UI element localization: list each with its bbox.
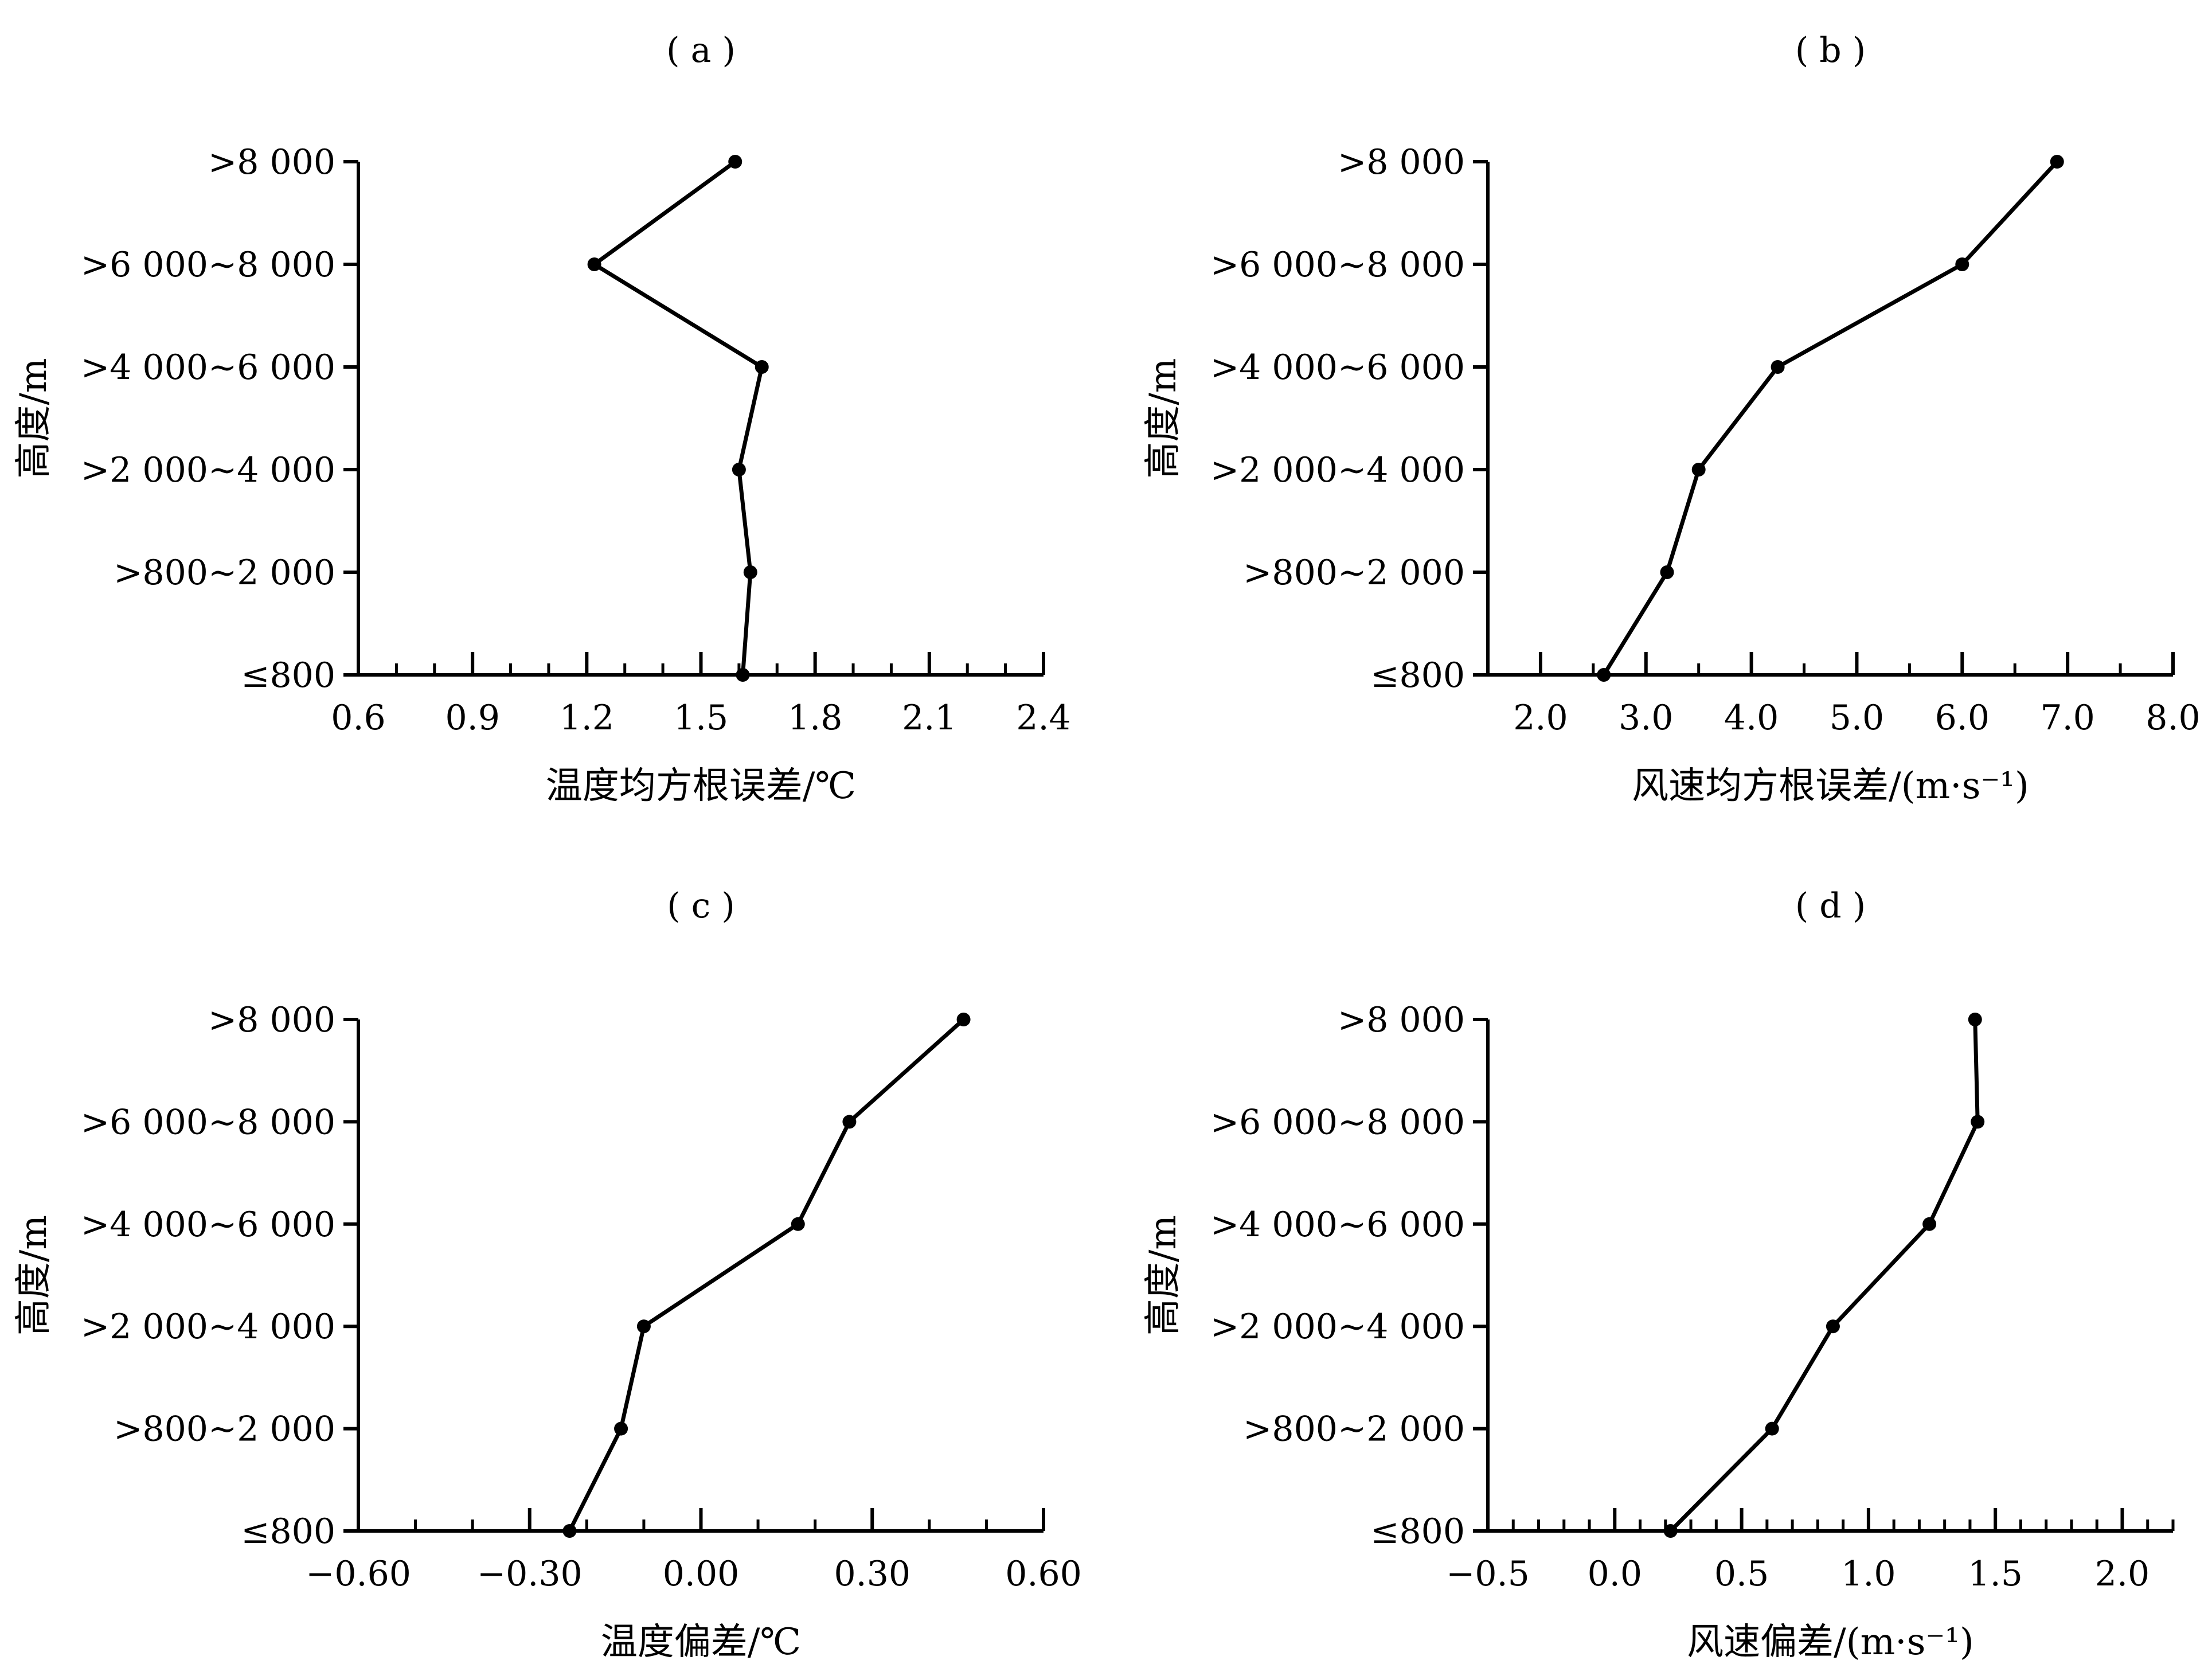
- y-axis-title: 高度/m: [1142, 1215, 1185, 1335]
- y-tick-label: >8 000: [208, 142, 335, 182]
- y-tick-label: >8 000: [1338, 1000, 1465, 1040]
- data-point: [755, 360, 769, 374]
- x-tick-label: 1.0: [1841, 1554, 1896, 1594]
- x-tick-label: 6.0: [1935, 698, 1990, 738]
- panel-label: ( d ): [1795, 886, 1866, 926]
- data-point: [728, 155, 742, 169]
- panel-label: ( a ): [666, 30, 736, 71]
- data-point: [1955, 257, 1969, 271]
- x-tick-label: 0.0: [1588, 1554, 1642, 1594]
- x-tick-label: 4.0: [1724, 698, 1779, 738]
- data-point: [587, 257, 601, 271]
- data-point: [614, 1421, 628, 1436]
- x-axis-title: 温度偏差/℃: [601, 1621, 801, 1663]
- y-tick-label: >800~2 000: [1243, 553, 1465, 593]
- data-point: [1691, 463, 1706, 476]
- data-point: [1765, 1421, 1779, 1436]
- y-tick-label: >6 000~8 000: [81, 1102, 335, 1142]
- x-tick-label: 0.30: [834, 1554, 910, 1594]
- panel-label: ( b ): [1795, 30, 1866, 71]
- data-point: [562, 1524, 577, 1538]
- data-point: [1971, 1115, 1985, 1129]
- data-point: [1771, 360, 1785, 374]
- x-tick-label: 1.8: [788, 698, 842, 738]
- x-tick-label: 2.4: [1016, 698, 1070, 738]
- x-tick-label: 0.00: [663, 1554, 740, 1594]
- x-tick-label: −0.60: [306, 1554, 411, 1594]
- y-tick-label: ≤800: [1370, 1511, 1465, 1552]
- y-tick-label: >8 000: [208, 1000, 335, 1040]
- y-tick-label: >2 000~4 000: [1210, 450, 1465, 490]
- y-tick-label: >4 000~6 000: [1210, 347, 1465, 388]
- y-tick-label: >6 000~8 000: [1210, 1102, 1465, 1142]
- x-axis-title: 温度均方根误差/℃: [546, 765, 856, 807]
- y-tick-label: >800~2 000: [1243, 1409, 1465, 1450]
- y-tick-label: ≤800: [241, 1511, 335, 1552]
- x-tick-label: 8.0: [2145, 698, 2200, 738]
- y-tick-label: >2 000~4 000: [81, 1307, 335, 1347]
- data-point: [1597, 668, 1611, 682]
- panel-b: ( b ) >8 000 >6 000~8 000 >4 000~6 000 >2 00…: [1142, 30, 2201, 807]
- x-axis-title: 风速偏差/(m·s⁻¹): [1687, 1621, 1974, 1663]
- data-point: [842, 1115, 857, 1129]
- x-tick-label: 0.9: [445, 698, 499, 738]
- series-line: [1602, 160, 2059, 676]
- x-tick-label: 1.5: [1968, 1554, 2022, 1594]
- x-tick-label: 3.0: [1619, 698, 1673, 738]
- data-point: [736, 668, 750, 682]
- panel-c: ( c ) >8 000 >6 000~8 000 >4 000~6 000 >2 00…: [13, 886, 1082, 1663]
- data-point: [956, 1013, 971, 1026]
- y-axis-title: 高度/m: [13, 358, 55, 478]
- series-line: [568, 1018, 965, 1532]
- x-tick-label: 7.0: [2040, 698, 2094, 738]
- y-axis-title: 高度/m: [13, 1215, 55, 1335]
- y-tick-label: >6 000~8 000: [1210, 245, 1465, 285]
- data-point: [1826, 1319, 1840, 1334]
- x-tick-label: −0.30: [477, 1554, 583, 1594]
- y-axis-title: 高度/m: [1142, 358, 1185, 478]
- x-tick-label: 0.6: [331, 698, 385, 738]
- x-tick-label: 0.60: [1005, 1554, 1082, 1594]
- data-point: [1922, 1217, 1937, 1231]
- x-tick-label: 1.2: [560, 698, 614, 738]
- data-point: [1968, 1013, 1982, 1026]
- data-point: [743, 565, 757, 579]
- y-tick-label: ≤800: [1370, 655, 1465, 696]
- y-tick-label: >2 000~4 000: [81, 450, 335, 490]
- data-point: [1663, 1524, 1678, 1538]
- x-tick-label: 2.1: [902, 698, 956, 738]
- series-line: [1669, 1019, 1980, 1533]
- series-line: [592, 160, 764, 675]
- x-axis-title: 风速均方根误差/(m·s⁻¹): [1632, 765, 2029, 807]
- y-tick-label: >4 000~6 000: [81, 1205, 335, 1245]
- y-tick-label: ≤800: [241, 655, 335, 696]
- x-tick-label: −0.5: [1446, 1554, 1530, 1594]
- x-tick-label: 2.0: [2095, 1554, 2150, 1594]
- data-point: [732, 463, 746, 476]
- data-point: [636, 1319, 651, 1334]
- y-tick-label: >2 000~4 000: [1210, 1307, 1465, 1347]
- y-tick-label: >800~2 000: [114, 1409, 335, 1450]
- y-tick-label: >4 000~6 000: [1210, 1205, 1465, 1245]
- y-tick-label: >6 000~8 000: [81, 245, 335, 285]
- x-tick-label: 5.0: [1830, 698, 1884, 738]
- x-tick-label: 0.5: [1714, 1554, 1769, 1594]
- y-tick-label: >800~2 000: [114, 553, 335, 593]
- data-point: [791, 1217, 805, 1231]
- panel-d: ( d ) >8 000 >6 000~8 000 >4 000~6 000 >2 00…: [1142, 886, 2175, 1663]
- y-tick-label: >8 000: [1338, 142, 1465, 182]
- data-point: [1660, 565, 1674, 579]
- x-tick-label: 1.5: [674, 698, 728, 738]
- panel-a: ( a ) >8 000 >6 000~8 000 >4 000~6 000 >2 00…: [13, 30, 1071, 807]
- panel-label: ( c ): [667, 886, 735, 926]
- x-tick-label: 2.0: [1513, 698, 1568, 738]
- data-point: [2050, 155, 2064, 169]
- y-tick-label: >4 000~6 000: [81, 347, 335, 388]
